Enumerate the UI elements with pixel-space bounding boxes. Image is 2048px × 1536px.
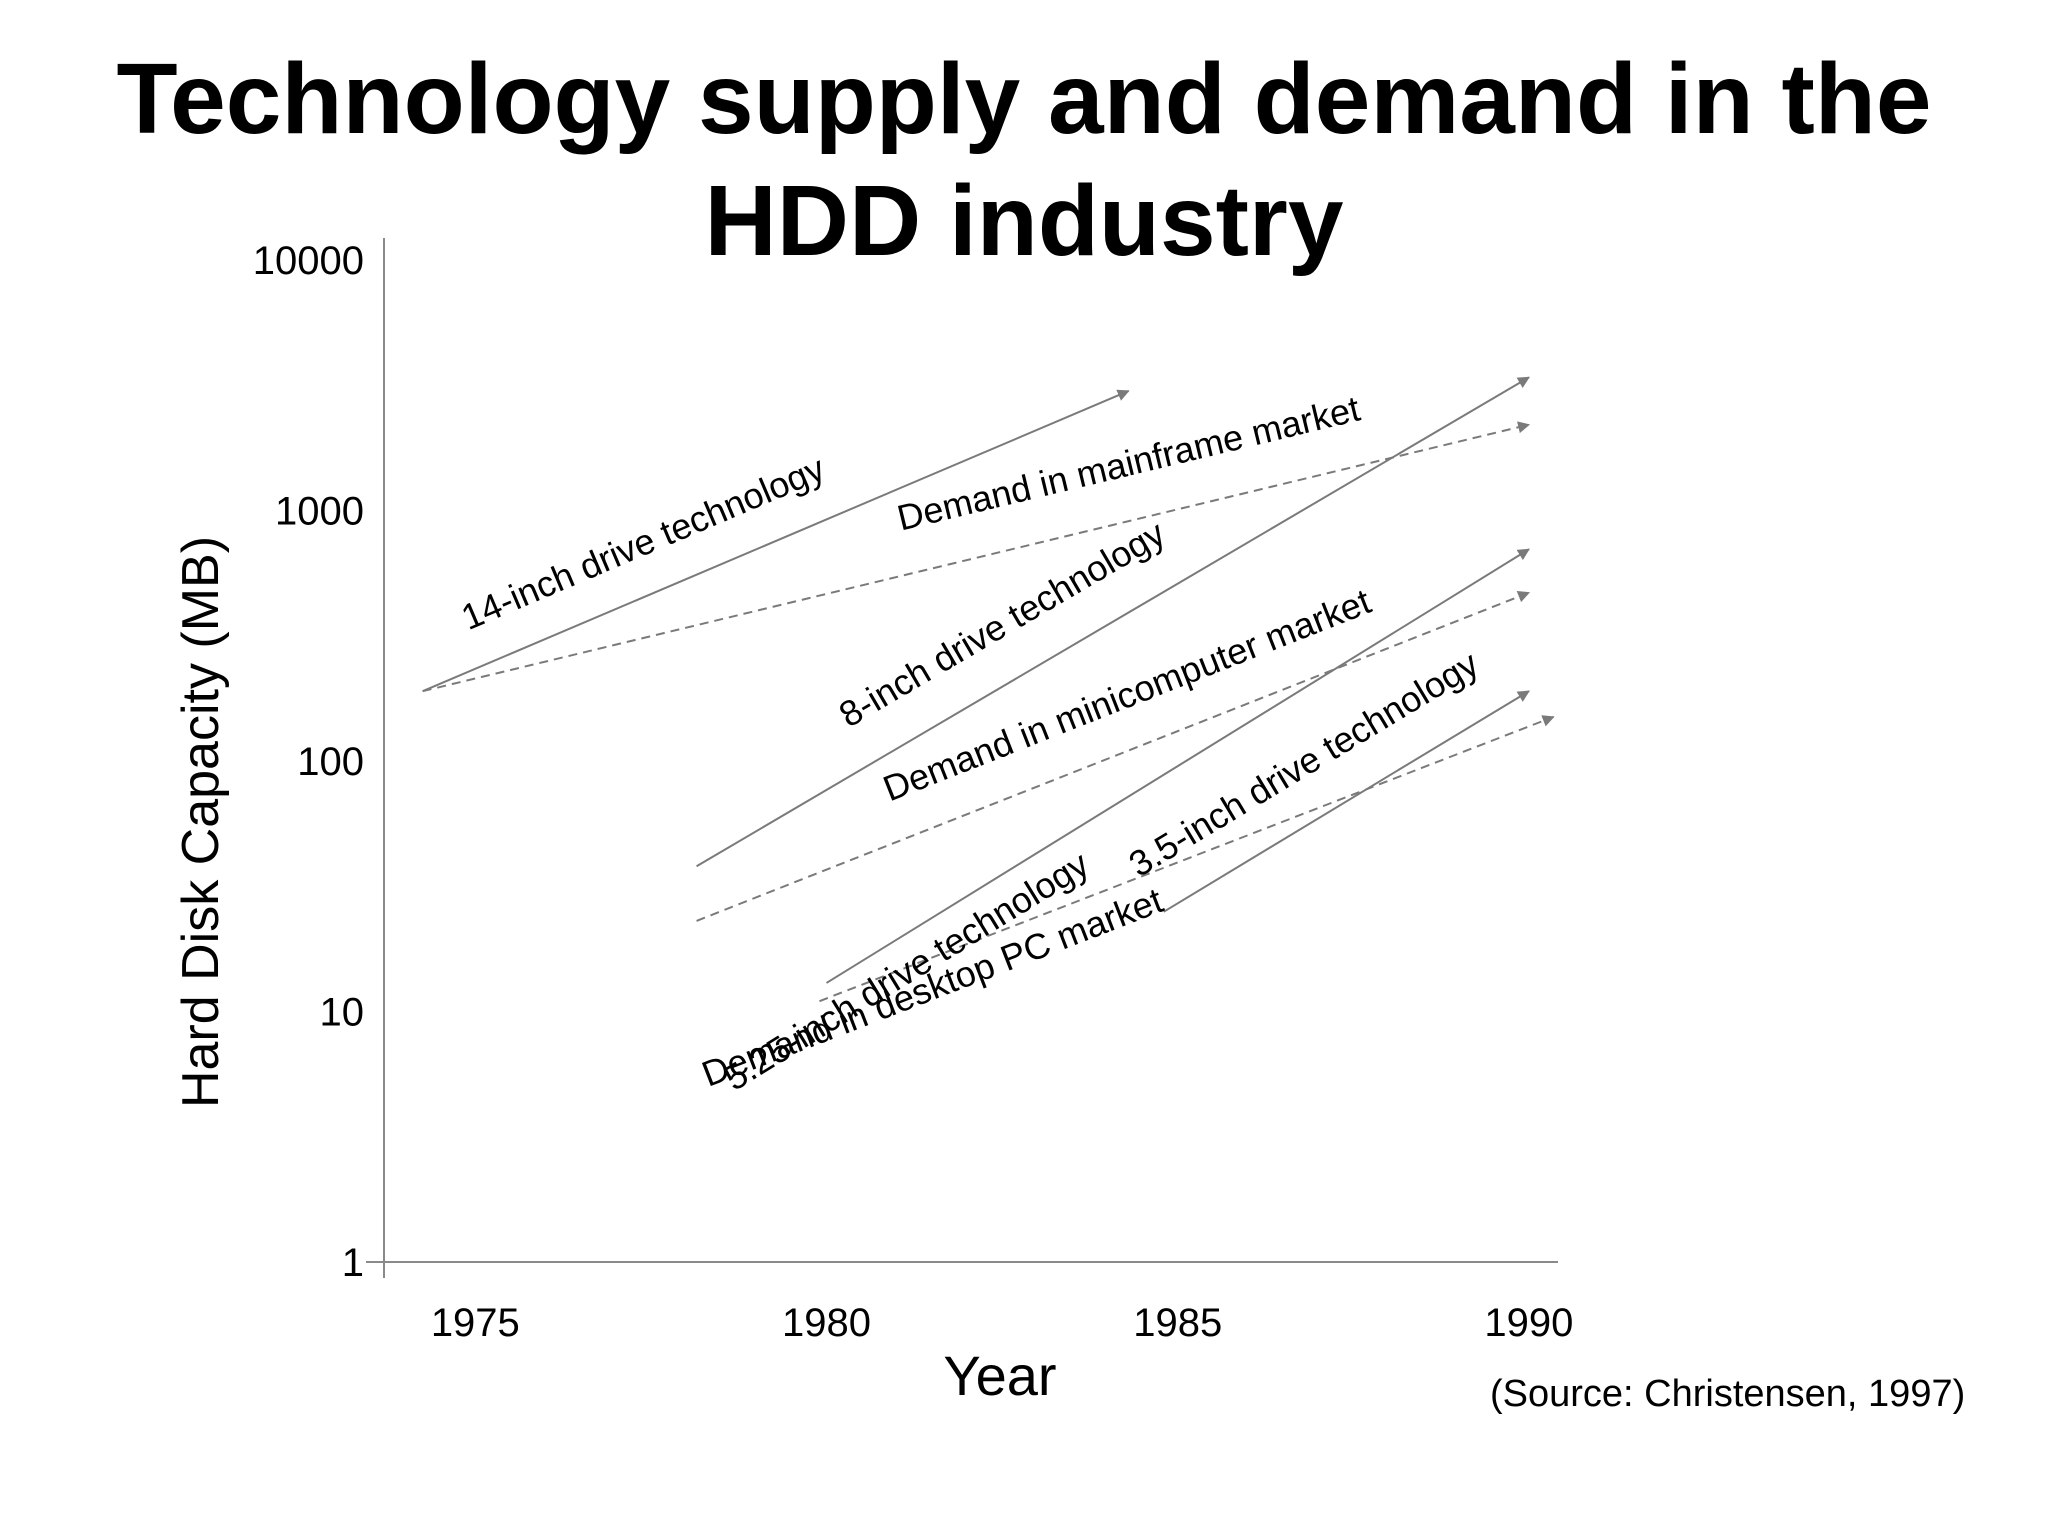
series-line [696, 591, 1531, 922]
source-note: (Source: Christensen, 1997) [1490, 1373, 1966, 1415]
series-line [422, 389, 1130, 693]
title-line-2: HDD industry [704, 165, 1344, 277]
y-tick-label: 10000 [253, 239, 364, 283]
series-lines [422, 376, 1555, 1003]
x-tick-label: 1985 [1133, 1301, 1222, 1345]
x-tick-label: 1975 [431, 1301, 520, 1345]
x-tick-labels: 1975 1980 1985 1990 [431, 1301, 1574, 1345]
x-tick-label: 1990 [1484, 1301, 1573, 1345]
y-tick-label: 10 [320, 991, 365, 1035]
y-tick-labels: 1 10 100 1000 10000 [253, 239, 364, 1285]
series-line [825, 548, 1530, 984]
y-axis-title: Hard Disk Capacity (MB) [172, 536, 230, 1108]
slide-title: Technology supply and demand in the HDD … [0, 38, 2048, 282]
y-tick-label: 1 [342, 1241, 364, 1285]
series-line [1163, 690, 1530, 913]
y-tick-label: 1000 [275, 490, 364, 534]
y-tick-label: 100 [297, 740, 364, 784]
series-label: Demand in desktop PC market [696, 879, 1168, 1094]
x-axis-title: Year [943, 1344, 1056, 1407]
title-line-1: Technology supply and demand in the [116, 43, 1932, 155]
x-tick-label: 1980 [782, 1301, 871, 1345]
series-line [819, 715, 1555, 1003]
series-line [422, 421, 1531, 693]
series-line [696, 376, 1530, 868]
